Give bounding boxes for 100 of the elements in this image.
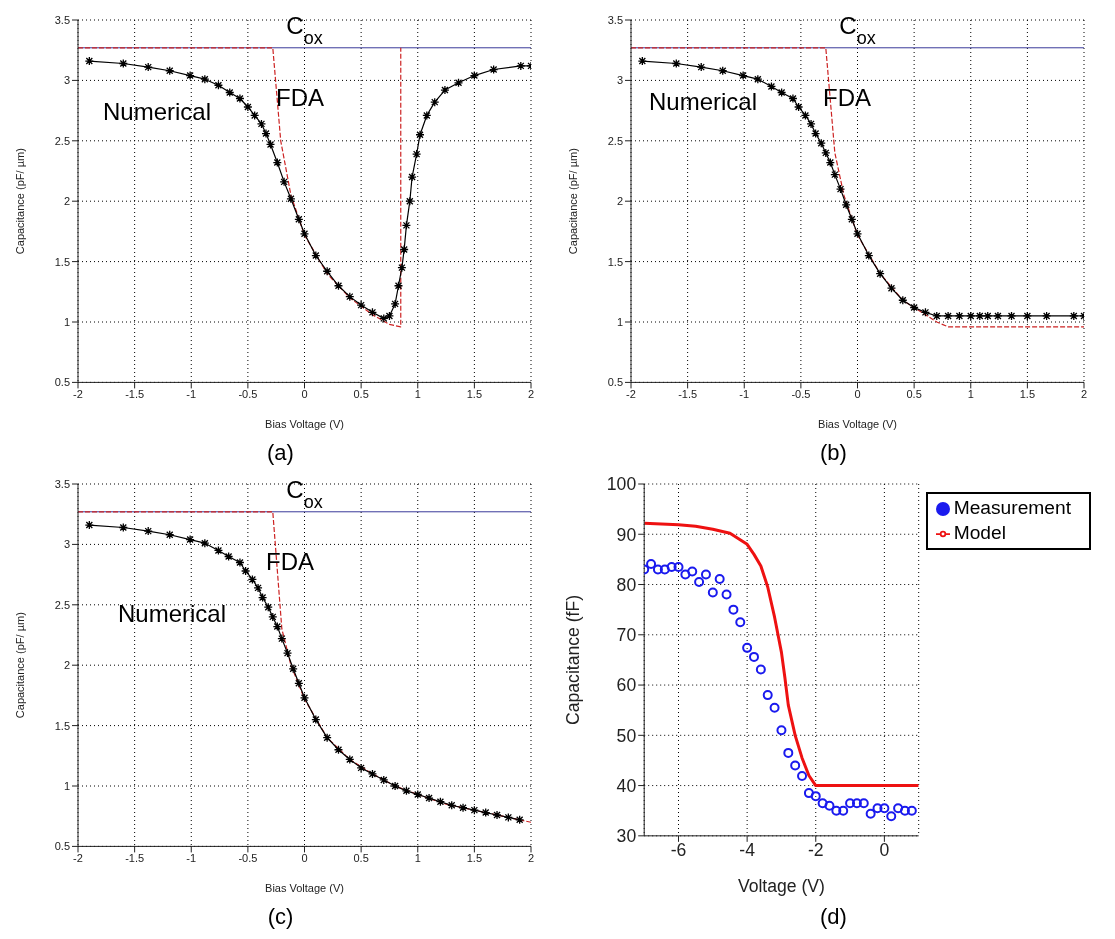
x-axis-title: Bias Voltage (V) [265,418,344,430]
y-tick-label: 40 [616,775,637,796]
point [762,690,773,701]
ref-line-label: C$_{ox}$ [286,11,323,48]
point [847,214,857,224]
y-tick-label: 90 [616,524,637,545]
y-axis-title: Capacitance (pF/ µm) [13,148,26,255]
point [886,283,897,293]
point [749,651,759,662]
point [993,311,1003,321]
x-tick-label: -1 [186,388,197,401]
point [424,793,434,803]
point [516,61,526,71]
point [333,745,344,755]
y-tick-label: 3 [616,74,623,87]
x-tick-label: -0.5 [238,852,258,865]
point [294,214,304,224]
point [299,229,310,239]
point [488,64,499,75]
point [821,148,831,158]
point [755,664,766,675]
point [637,56,647,66]
x-tick-label: 0.5 [353,852,369,865]
ref-line-label: C$_{ox}$ [286,475,323,512]
point [294,678,304,688]
point [879,803,890,814]
point [118,522,128,533]
x-tick-label: 1.5 [466,388,483,401]
point [401,220,412,231]
y-tick-label: 1 [63,315,70,328]
point [943,311,953,321]
point [311,714,321,725]
point [824,800,835,811]
point [223,551,234,562]
point [707,587,718,598]
point [393,281,404,291]
point [806,119,816,129]
point [728,604,739,615]
y-axis-title: Capacitance (fF) [563,594,584,725]
point [872,803,883,814]
y-tick-label: 3.5 [54,477,70,490]
y-tick-label: 60 [616,675,637,696]
point [200,74,210,84]
point [430,97,440,107]
y-tick-label: 2.5 [54,598,70,611]
x-tick-label: -6 [670,840,687,861]
x-tick-label: -0.5 [238,388,258,401]
point [803,788,814,799]
point [898,295,908,305]
point [515,815,525,825]
point [165,66,175,76]
y-tick-label: 2 [616,195,623,208]
point [718,66,728,76]
y-tick-label: 30 [616,826,637,847]
point [865,808,876,819]
text: (a) [266,440,295,466]
point [345,291,355,302]
text: (b) [819,440,848,466]
y-tick-label: 50 [616,725,637,746]
point [790,760,801,771]
point [240,566,251,576]
annotation: Numerical [103,98,212,125]
point [852,229,863,239]
point [838,805,849,816]
point [415,130,425,140]
point [735,617,746,628]
point [810,128,821,139]
point [899,805,910,816]
point [503,812,513,823]
x-axis-title: Bias Voltage (V) [818,418,897,430]
x-tick-label: -1.5 [678,388,698,401]
point [356,300,366,310]
point [288,664,298,674]
point [322,733,332,743]
y-axis-title: Capacitance (pF/ µm) [566,148,579,255]
y-tick-label: 1 [63,779,70,792]
point [851,798,862,809]
x-tick-label: -1 [739,388,750,401]
x-tick-label: 1.5 [1019,388,1036,401]
point [1006,311,1017,321]
y-tick-label: 1.5 [54,255,70,268]
point [253,583,263,593]
point [858,798,869,809]
point [458,803,468,813]
point [413,789,423,800]
point [311,250,321,261]
point [263,602,273,612]
x-tick-label: -1 [186,852,197,865]
point [299,693,310,703]
point [680,569,691,580]
point [909,302,919,313]
point [817,798,828,809]
point [652,564,663,575]
x-tick-label: 0 [301,388,308,401]
y-tick-label: 3.5 [607,13,623,26]
line-series [78,47,402,328]
point [399,244,409,255]
point [816,138,826,148]
point [906,805,917,816]
point [225,87,235,98]
